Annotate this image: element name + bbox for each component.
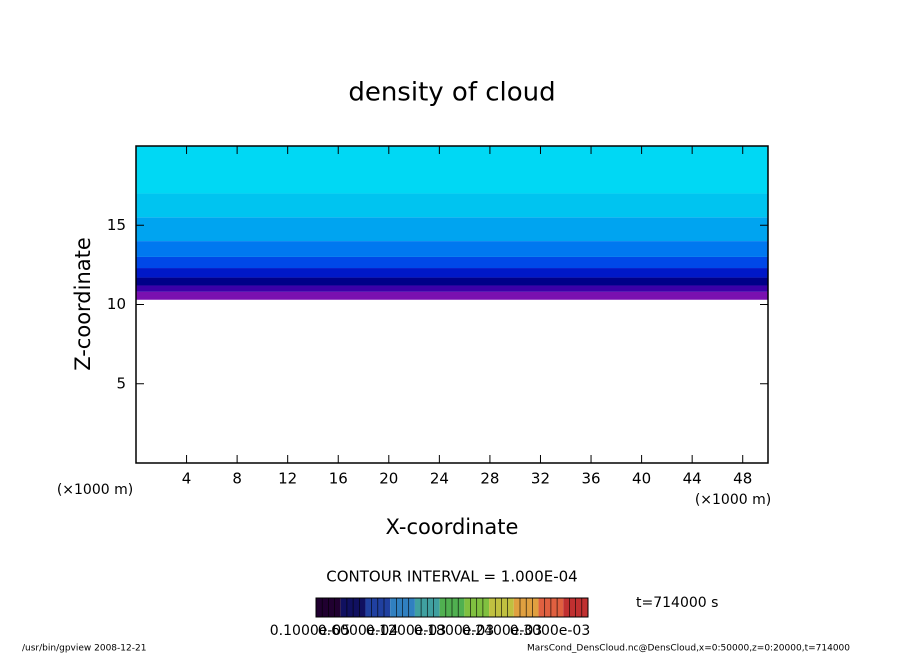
contour-interval: CONTOUR INTERVAL = 1.000E-04 xyxy=(326,568,577,586)
chart-title: density of cloud xyxy=(348,78,555,108)
y-tick-label: 10 xyxy=(107,295,126,313)
footer: /usr/bin/gpview 2008-12-21 xyxy=(22,644,146,654)
x-unit: (×1000 m) xyxy=(695,492,771,508)
contour-band xyxy=(136,277,768,286)
time-label: t=714000 s xyxy=(636,595,718,611)
x-axis-label: X-coordinate xyxy=(386,515,519,539)
colorbar-label: 0.3000e-03 xyxy=(510,623,590,639)
x-tick-label: 40 xyxy=(632,470,651,488)
y-axis-label: Z-coordinate xyxy=(71,237,95,371)
x-tick-label: 8 xyxy=(232,470,242,488)
contour-band xyxy=(136,268,768,278)
x-tick-label: 28 xyxy=(480,470,499,488)
x-tick-label: 24 xyxy=(430,470,449,488)
contour-band xyxy=(136,291,768,300)
contour-band xyxy=(136,217,768,242)
x-tick-label: 16 xyxy=(329,470,348,488)
x-tick-label: 48 xyxy=(733,470,752,488)
contour-band xyxy=(136,193,768,218)
x-tick-label: 20 xyxy=(379,470,398,488)
colorbar-label: 0.1200e-03 xyxy=(366,623,446,639)
colorbar-label: 0.1800e-03 xyxy=(414,623,494,639)
x-tick-label: 12 xyxy=(278,470,297,488)
y-tick-label: 15 xyxy=(107,216,126,234)
x-tick-label: 32 xyxy=(531,470,550,488)
x-tick-label: 44 xyxy=(683,470,702,488)
y-tick-label: 5 xyxy=(116,374,126,392)
x-tick-label: 36 xyxy=(581,470,600,488)
x-tick-label: 4 xyxy=(182,470,192,488)
contour-band xyxy=(136,256,768,269)
colorbar-label: 0.6000e-04 xyxy=(318,623,399,639)
colorbar-frame xyxy=(315,597,589,618)
footer: MarsCond_DensCloud.nc@DensCloud,x=0:5000… xyxy=(527,644,850,654)
colorbar-label: 0.1000e-05 xyxy=(270,623,350,639)
colorbar-label: 0.2400e-03 xyxy=(462,623,542,639)
contour-band xyxy=(136,146,768,194)
contour-band xyxy=(136,241,768,257)
contour-band xyxy=(136,285,768,292)
x-unit: (×1000 m) xyxy=(57,482,133,498)
